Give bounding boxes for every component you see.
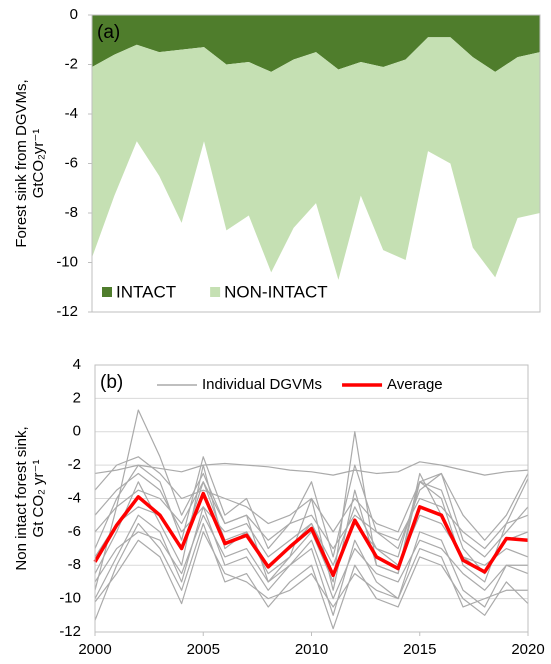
y-axis-label-line: Non intact forest sink, <box>13 426 30 570</box>
model-line <box>94 456 529 558</box>
y-tick-label: -8 <box>68 556 81 573</box>
y-tick-label: -6 <box>68 523 81 540</box>
y-tick-label: -12 <box>59 623 81 640</box>
model-line <box>94 461 529 476</box>
plot-frame <box>94 364 529 633</box>
y-tick-label: -12 <box>56 303 78 320</box>
legend-label: Average <box>387 376 443 393</box>
y-tick-label: 0 <box>73 423 81 440</box>
x-tick-label: 2010 <box>295 641 328 658</box>
y-tick-label: -2 <box>65 55 78 72</box>
y-tick-label: -8 <box>65 204 78 221</box>
x-tick-label: 2015 <box>403 641 436 658</box>
model-line <box>94 456 529 541</box>
y-axis-label: Forest sink from DGVMs,GtCO₂yr⁻¹ <box>13 79 47 247</box>
average-line <box>93 491 529 578</box>
y-tick-label: -10 <box>59 590 81 607</box>
y-axis-label-line: Forest sink from DGVMs, <box>13 79 30 247</box>
legend-label: INTACT <box>116 282 176 301</box>
panel-label: (b) <box>100 372 123 393</box>
y-tick-label: 0 <box>70 6 78 23</box>
x-tick-label: 2020 <box>511 641 544 658</box>
legend-swatch <box>102 287 112 297</box>
y-axis-label: Non intact forest sink,Gt CO₂ yr⁻¹ <box>13 426 47 570</box>
y-tick-label: -6 <box>65 154 78 171</box>
y-axis-label-line: GtCO₂yr⁻¹ <box>30 129 47 199</box>
y-tick-label: -2 <box>68 456 81 473</box>
panel-label: (a) <box>97 22 120 43</box>
legend-label: Individual DGVMs <box>202 376 322 393</box>
y-tick-label: -4 <box>68 489 81 506</box>
y-tick-label: -10 <box>56 253 78 270</box>
area <box>92 15 540 72</box>
model-line <box>94 531 528 608</box>
x-tick-label: 2000 <box>78 641 111 658</box>
area <box>92 37 540 280</box>
model-line <box>94 409 529 591</box>
y-tick-label: -4 <box>65 105 78 122</box>
legend-swatch <box>210 287 221 297</box>
model-line <box>94 481 529 550</box>
legend-label: NON-INTACT <box>224 282 328 301</box>
y-axis-label-line: Gt CO₂ yr⁻¹ <box>30 460 47 538</box>
y-tick-label: 4 <box>73 356 81 373</box>
plot-frame <box>91 14 541 313</box>
y-tick-label: 2 <box>73 389 81 406</box>
model-line <box>94 514 528 600</box>
model-line <box>94 506 529 616</box>
model-line <box>94 522 529 630</box>
x-tick-label: 2005 <box>187 641 220 658</box>
